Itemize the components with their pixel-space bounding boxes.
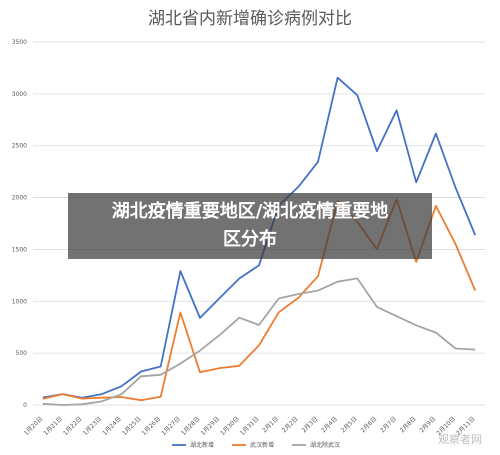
y-tick-label: 500 xyxy=(16,350,28,357)
x-tick-label: 1月28日 xyxy=(180,415,202,437)
x-tick-label: 2月3日 xyxy=(301,415,320,434)
x-tick-label: 2月5日 xyxy=(340,415,359,434)
x-tick-label: 2月2日 xyxy=(281,415,300,434)
caption-overlay: 湖北疫情重要地区/湖北疫情重要地 区分布 xyxy=(68,193,432,259)
chart-title: 湖北省内新增确诊病例对比 xyxy=(148,9,352,29)
x-tick-label: 2月8日 xyxy=(399,415,418,434)
x-tick-label: 1月30日 xyxy=(219,415,241,437)
x-tick-label: 1月21日 xyxy=(42,415,64,437)
y-tick-label: 0 xyxy=(23,402,27,409)
x-tick-label: 2月7日 xyxy=(379,415,398,434)
x-tick-label: 1月23日 xyxy=(82,415,104,437)
y-tick-label: 1500 xyxy=(12,246,27,253)
y-tick-label: 1000 xyxy=(12,298,27,305)
x-tick-label: 1月20日 xyxy=(23,415,45,437)
series-line xyxy=(42,76,477,399)
y-tick-label: 3500 xyxy=(12,39,27,46)
legend-label: 湖北新增 xyxy=(190,441,214,449)
x-tick-label: 1月22日 xyxy=(62,415,84,437)
y-tick-label: 2500 xyxy=(12,143,27,150)
x-tick-label: 2月9日 xyxy=(418,415,437,434)
x-tick-label: 1月24日 xyxy=(101,415,123,437)
series-line xyxy=(42,277,476,406)
y-tick-labels: 0 500 1000 1500 2000 2500 3000 3500 xyxy=(12,39,27,409)
x-tick-label: 1月25日 xyxy=(121,415,143,437)
x-tick-label: 2月1日 xyxy=(261,415,280,434)
x-tick-label: 1月29日 xyxy=(200,415,222,437)
x-tick-label: 1月27日 xyxy=(160,415,182,437)
x-tick-label: 2月6日 xyxy=(359,415,378,434)
x-tick-labels: 1月20日1月21日1月22日1月23日1月24日1月25日1月26日1月27日… xyxy=(23,415,477,437)
watermark: 观察者网 xyxy=(438,433,482,446)
caption-line-2: 区分布 xyxy=(223,229,277,250)
legend: 湖北新增 武汉新增 湖北除武汉 xyxy=(172,441,340,449)
x-tick-label: 1月26日 xyxy=(141,415,163,437)
y-tick-label: 2000 xyxy=(12,195,27,202)
legend-label: 湖北除武汉 xyxy=(310,441,340,449)
y-tick-label: 3000 xyxy=(12,91,27,98)
legend-label: 武汉新增 xyxy=(250,441,274,449)
x-tick-label: 2月4日 xyxy=(320,415,339,434)
x-tick-label: 1月31日 xyxy=(239,415,261,437)
caption-line-1: 湖北疫情重要地区/湖北疫情重要地 xyxy=(111,201,389,222)
